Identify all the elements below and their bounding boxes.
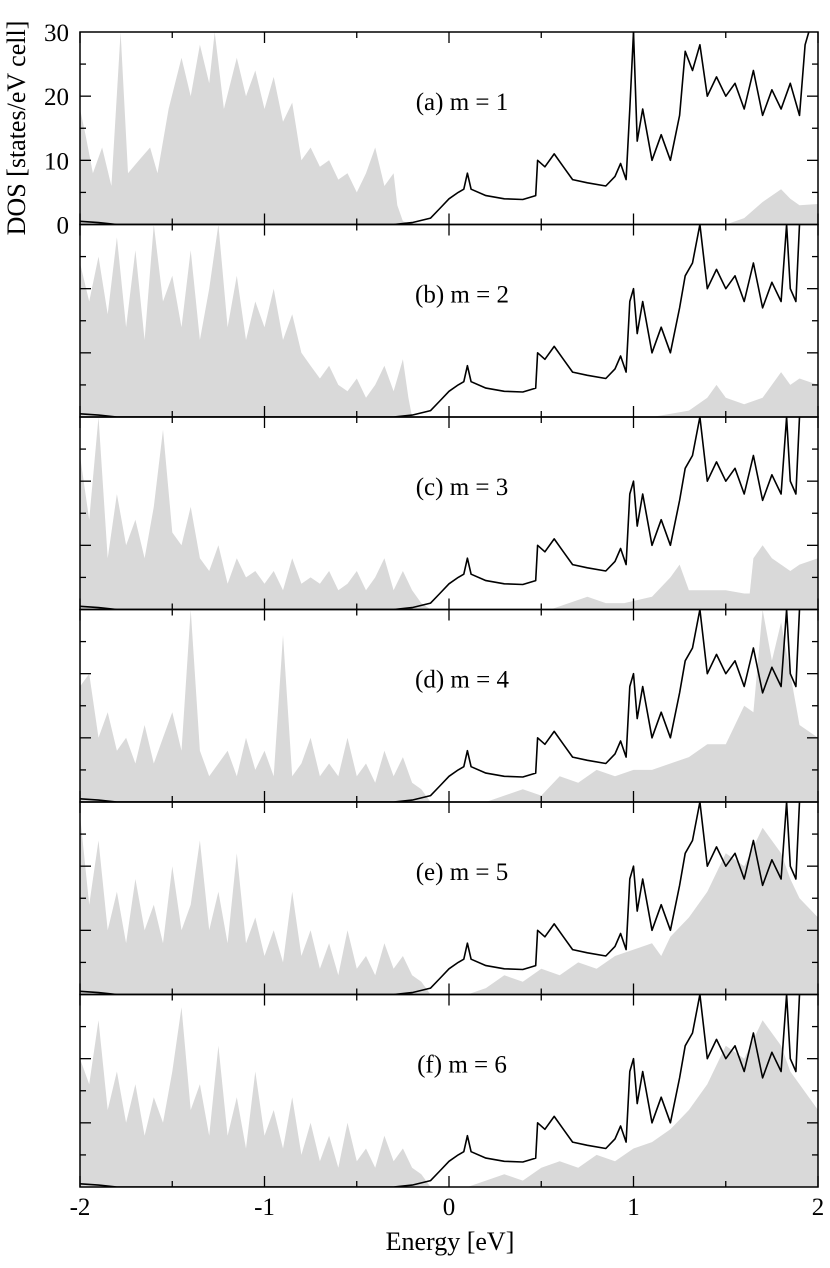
- panel-5-label: (e) m = 5: [416, 859, 509, 886]
- panel-6-dos-line: [80, 994, 801, 1187]
- panel-1-label: (a) m = 1: [416, 89, 509, 116]
- x-axis-label: Energy [eV]: [386, 1227, 515, 1256]
- x-tick-label: -1: [254, 1194, 275, 1221]
- panel-1: (a) m = 1: [79, 31, 819, 226]
- panel-1-dos-area: [80, 32, 818, 225]
- x-tick-label: -2: [70, 1194, 91, 1221]
- panel-5: (e) m = 5: [79, 801, 819, 996]
- y-tick-label: 10: [44, 148, 69, 175]
- panel-4-dos-line: [80, 609, 801, 802]
- panel-2-label: (b) m = 2: [415, 282, 509, 309]
- panel-2: (b) m = 2: [79, 223, 819, 418]
- panels: (a) m = 1 (b) m = 2 (c) m = 3 (d) m = 4 (e) …: [79, 31, 819, 1188]
- panel-3-label: (c) m = 3: [416, 474, 509, 501]
- panel-6: (f) m = 6: [79, 993, 819, 1188]
- y-tick-label: 30: [44, 20, 69, 47]
- panel-3-dos-line: [80, 417, 801, 610]
- panel-4-dos-area: [80, 609, 818, 802]
- x-tick-label: 0: [443, 1194, 456, 1221]
- panel-5-dos-line: [80, 802, 801, 995]
- y-axis-label: DOS [states/eV cell]: [2, 21, 31, 236]
- panel-4: (d) m = 4: [79, 608, 819, 803]
- panel-4-label: (d) m = 4: [415, 667, 509, 694]
- panel-3: (c) m = 3: [79, 416, 819, 611]
- y-tick-label: 20: [44, 84, 69, 111]
- panel-2-dos-area: [80, 224, 818, 417]
- x-tick-label: 1: [627, 1194, 640, 1221]
- panel-3-dos-area: [80, 417, 818, 610]
- panel-6-dos-area: [80, 1007, 818, 1187]
- x-tick-label: 2: [812, 1194, 825, 1221]
- x-tick-labels: -2 -1 0 1 2: [70, 1194, 825, 1221]
- panel-5-dos-area: [80, 814, 818, 995]
- y-tick-labels: 0 10 20 30: [44, 20, 69, 240]
- panel-2-dos-line: [80, 224, 801, 417]
- panel-1-dos-line: [80, 32, 810, 225]
- panel-6-label: (f) m = 6: [417, 1052, 507, 1079]
- y-tick-label: 0: [57, 213, 70, 240]
